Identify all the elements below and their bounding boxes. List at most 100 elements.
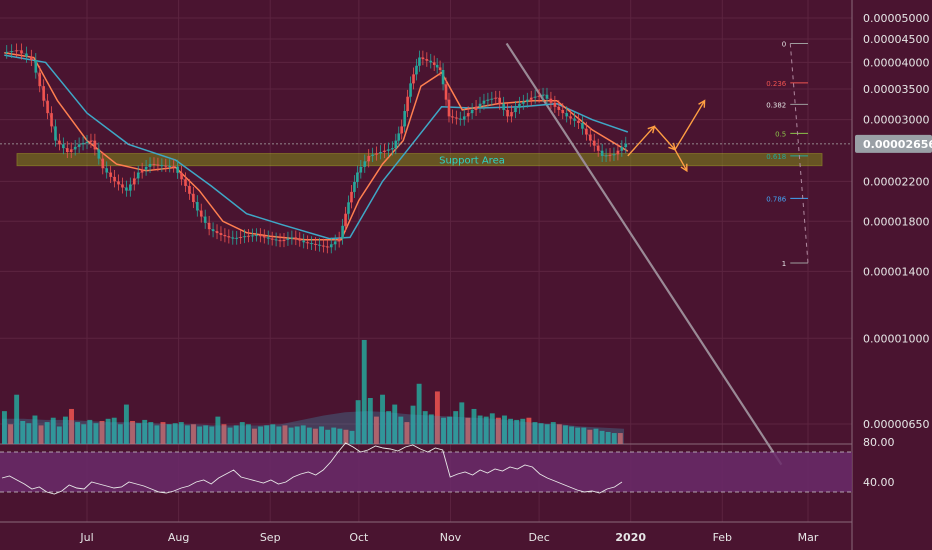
- candle-body: [101, 158, 105, 169]
- candle-body: [585, 128, 588, 135]
- volume-bar: [154, 425, 160, 444]
- candle-body: [310, 243, 313, 245]
- candle-body: [438, 67, 442, 71]
- candle-body: [525, 99, 529, 102]
- candle-body: [581, 122, 584, 129]
- volume-bar: [87, 419, 93, 444]
- candle-body: [329, 244, 333, 248]
- volume-bar: [422, 411, 428, 444]
- support-area[interactable]: Support Area: [16, 153, 823, 167]
- volume-bar: [563, 425, 568, 444]
- candle-body: [266, 237, 270, 239]
- candle-body: [553, 102, 557, 107]
- candle-body: [73, 146, 77, 150]
- last-price-tag: [855, 134, 932, 153]
- volume-bar: [392, 404, 398, 444]
- volume-bar: [587, 429, 593, 444]
- volume-bar: [20, 421, 26, 444]
- candle-body: [89, 140, 93, 142]
- candle-body: [62, 144, 65, 149]
- candle-body: [549, 98, 553, 103]
- candle-body: [105, 168, 108, 173]
- volume-bar: [416, 383, 422, 444]
- volume-bar: [32, 415, 38, 444]
- candle-body: [199, 210, 203, 217]
- candle-body: [589, 134, 592, 141]
- projection-arrows[interactable]: [627, 99, 706, 173]
- candle-body: [188, 185, 191, 194]
- candle-body: [251, 235, 254, 237]
- candle-body: [322, 245, 325, 247]
- candle-body: [569, 116, 572, 119]
- candle-body: [239, 237, 242, 239]
- volume-bar: [26, 423, 32, 444]
- rsi-tick-label: 80.00: [863, 436, 895, 449]
- volume-bar: [459, 402, 465, 444]
- projection-arrowhead: [668, 142, 676, 151]
- candle-body: [235, 237, 239, 239]
- candle-body: [318, 244, 321, 246]
- rsi-line: [1, 442, 623, 495]
- candle-body: [510, 112, 513, 117]
- volume-bar: [599, 430, 605, 444]
- candle-body: [136, 172, 140, 179]
- volume-bar: [38, 425, 44, 444]
- volume-bar: [288, 427, 294, 444]
- volume-bar: [508, 418, 514, 444]
- candle-body: [498, 97, 502, 104]
- candle-body: [455, 117, 458, 119]
- volume-bar: [239, 422, 245, 444]
- price-series: [0, 43, 852, 254]
- volume-bar: [252, 428, 257, 444]
- candle-body: [282, 239, 286, 242]
- volume-bar: [233, 425, 239, 444]
- volume-bar: [93, 423, 99, 444]
- volume-bar: [282, 425, 288, 444]
- candle-body: [290, 237, 294, 239]
- volume-bar: [428, 414, 434, 444]
- volume-bar: [123, 404, 129, 444]
- rsi-tick-label: 40.00: [863, 476, 895, 489]
- candle-body: [573, 118, 576, 121]
- candle-body: [394, 140, 398, 149]
- volume-bar: [75, 422, 81, 444]
- time-tick-label: 2020: [615, 531, 646, 544]
- volume-bar: [191, 424, 196, 444]
- volume-bar: [14, 394, 20, 444]
- volume-bar: [142, 419, 148, 444]
- candle-body: [50, 113, 53, 127]
- candle-body: [478, 103, 482, 107]
- candle-body: [490, 98, 494, 100]
- fib-retracement[interactable]: 0 0.236 0.382 0.5 0.618 0.786 1: [766, 40, 809, 268]
- volume-bar: [160, 422, 166, 444]
- candle-body: [77, 144, 81, 147]
- volume-bar: [136, 423, 142, 444]
- volume-bar: [532, 422, 538, 444]
- candle-body: [518, 103, 521, 108]
- volume-bar: [306, 427, 312, 444]
- candle-body: [54, 126, 57, 141]
- candle-body: [85, 141, 89, 144]
- candle-body: [403, 110, 406, 127]
- trendline[interactable]: [505, 42, 783, 466]
- volume-bar: [148, 422, 154, 444]
- candle-body: [129, 184, 132, 191]
- candle-body: [255, 235, 258, 237]
- price-axis[interactable]: 0.00005000 0.00004500 0.00004000 0.00003500…: [855, 12, 932, 489]
- candle-body: [15, 50, 18, 52]
- time-axis[interactable]: Jul Aug Sep Oct Nov Dec 2020 Feb Mar: [79, 531, 818, 544]
- volume-bar: [538, 423, 544, 444]
- candle-body: [192, 193, 195, 203]
- candle-body: [600, 150, 604, 156]
- time-tick-label: Jul: [79, 531, 93, 544]
- volume-bar: [477, 415, 483, 444]
- candle-body: [429, 60, 433, 63]
- volume-bar: [245, 424, 251, 444]
- volume-bar: [2, 411, 7, 444]
- candle-body: [409, 83, 412, 97]
- candle-body: [156, 164, 160, 166]
- fib-level-label: 0.382: [766, 101, 786, 109]
- volume-bar: [166, 424, 172, 444]
- volume-bar: [514, 419, 520, 444]
